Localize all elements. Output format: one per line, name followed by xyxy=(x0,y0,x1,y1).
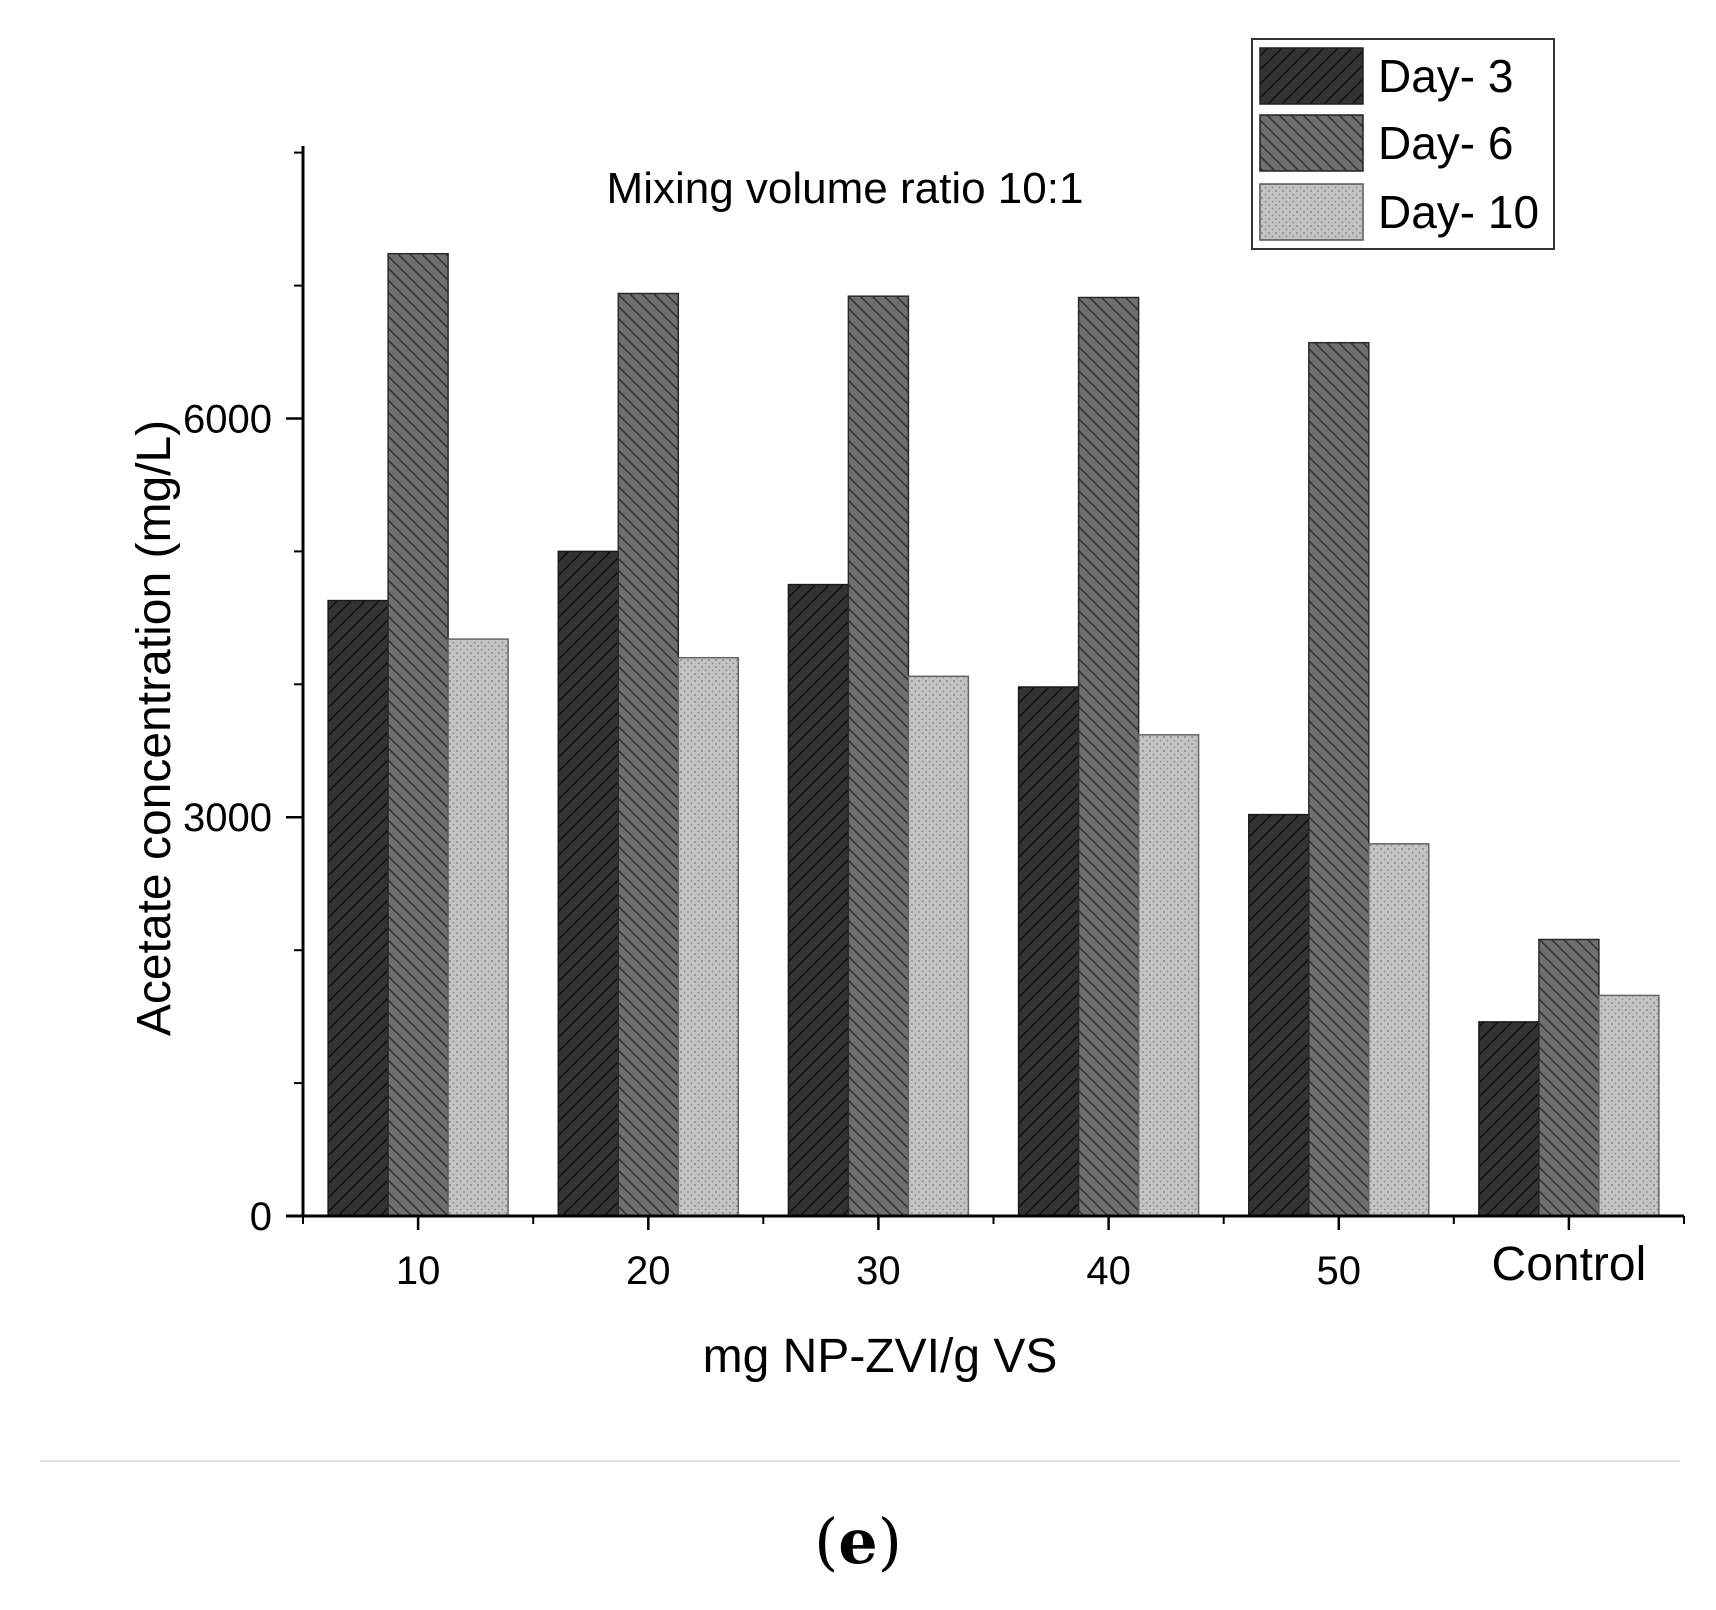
legend-label-day-6: Day- 6 xyxy=(1378,117,1513,169)
x-tick-label: 10 xyxy=(396,1249,441,1293)
bar-day-6-50 xyxy=(1308,341,1370,1217)
figure-caption: (e) xyxy=(0,1505,1716,1578)
bar-day-10-40 xyxy=(1137,734,1200,1217)
x-tick-label: Control xyxy=(1492,1238,1647,1291)
caption-letter: e xyxy=(838,1505,878,1578)
bar-day-3-30 xyxy=(787,583,850,1217)
x-tick-label: 20 xyxy=(626,1249,671,1293)
caption-close-paren: ) xyxy=(877,1505,902,1578)
bar-day-10-10 xyxy=(447,638,509,1217)
y-tick-label: 0 xyxy=(250,1195,272,1239)
bar-day-6-20 xyxy=(617,292,680,1217)
bar-day-6-40 xyxy=(1077,296,1140,1217)
bar-day-10-20 xyxy=(677,656,740,1217)
y-axis-label: Acetate concentration (mg/L) xyxy=(128,420,181,1036)
y-tick-label: 6000 xyxy=(183,398,272,442)
bar-day-6-30 xyxy=(847,295,910,1217)
bar-day-6-control xyxy=(1538,938,1600,1217)
bar-day-3-40 xyxy=(1017,686,1080,1217)
bar-day-10-30 xyxy=(907,675,970,1217)
bar-day-6-10 xyxy=(387,252,449,1217)
legend-label-day-3: Day- 3 xyxy=(1378,50,1513,102)
bar-day-10-control xyxy=(1598,994,1660,1217)
separator-line xyxy=(40,1460,1680,1462)
bar-day-3-control xyxy=(1478,1021,1540,1217)
legend-swatch-day-6 xyxy=(1259,114,1364,172)
bar-day-3-10 xyxy=(327,599,389,1217)
x-tick-label: 40 xyxy=(1086,1249,1131,1293)
bar-day-3-20 xyxy=(557,550,620,1217)
chart-title: Mixing volume ratio 10:1 xyxy=(607,164,1084,213)
y-tick-label: 3000 xyxy=(183,796,272,840)
x-axis-label: mg NP-ZVI/g VS xyxy=(703,1330,1058,1383)
x-tick-label: 50 xyxy=(1317,1249,1362,1293)
bar-day-10-50 xyxy=(1368,843,1430,1217)
x-tick-label: 30 xyxy=(856,1249,901,1293)
legend-swatch-day-10 xyxy=(1259,183,1364,241)
caption-open-paren: ( xyxy=(814,1505,839,1578)
legend-swatch-day-3 xyxy=(1259,47,1364,105)
bar-day-3-50 xyxy=(1248,813,1310,1217)
legend-label-day-10: Day- 10 xyxy=(1378,186,1539,238)
legend: Day- 3 Day- 6 Day- 10 xyxy=(1251,38,1555,250)
